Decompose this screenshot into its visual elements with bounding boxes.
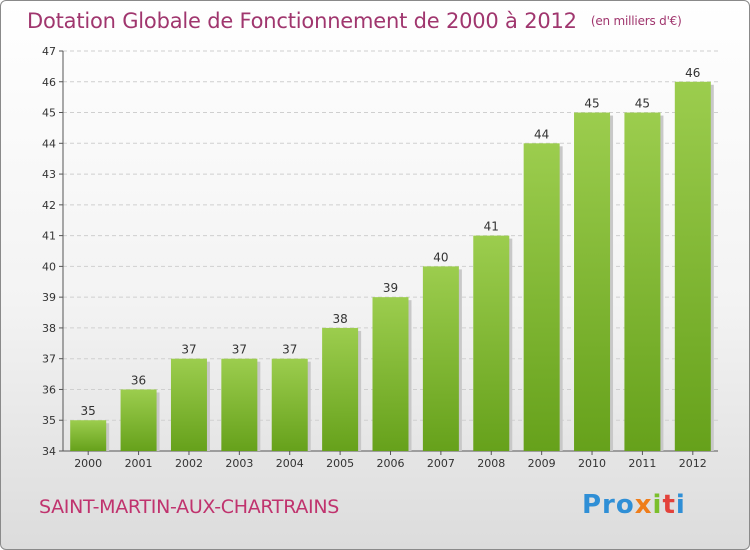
bar-value-label: 35 — [81, 404, 96, 418]
y-tick-label: 39 — [42, 291, 56, 304]
proxiti-logo: Proxiti — [582, 490, 686, 520]
x-tick-label: 2001 — [125, 457, 153, 470]
bar-value-label: 46 — [685, 66, 700, 80]
bar — [322, 327, 359, 451]
x-tick-label: 2003 — [225, 457, 253, 470]
y-tick-label: 34 — [42, 445, 56, 458]
logo-letter-t: t — [662, 490, 676, 520]
y-tick-label: 47 — [42, 45, 56, 58]
logo-letter-i: i — [652, 490, 663, 520]
bar-value-label: 37 — [282, 343, 297, 357]
bar-value-label: 40 — [433, 250, 448, 264]
y-tick-label: 45 — [42, 107, 56, 120]
bar-value-label: 37 — [181, 343, 196, 357]
bar-value-label: 45 — [584, 97, 599, 111]
bar — [523, 143, 560, 452]
x-tick-label: 2006 — [377, 457, 405, 470]
bar — [120, 389, 157, 451]
x-tick-label: 2012 — [679, 457, 707, 470]
y-tick-label: 40 — [42, 260, 56, 273]
bar-value-label: 39 — [383, 281, 398, 295]
city-name: SAINT-MARTIN-AUX-CHARTRAINS — [39, 496, 340, 518]
logo-letters-pro: Pro — [582, 490, 635, 520]
y-tick-label: 36 — [42, 383, 56, 396]
bar-value-label: 41 — [484, 220, 499, 234]
x-tick-label: 2000 — [74, 457, 102, 470]
chart-title: Dotation Globale de Fonctionnement de 20… — [27, 9, 682, 33]
x-tick-label: 2004 — [276, 457, 304, 470]
bar-value-label: 38 — [332, 312, 347, 326]
bar-value-label: 36 — [131, 373, 146, 387]
y-tick-label: 35 — [42, 414, 56, 427]
x-tick-label: 2002 — [175, 457, 203, 470]
bar — [422, 266, 459, 451]
bar-value-label: 44 — [534, 127, 549, 141]
x-tick-label: 2011 — [628, 457, 656, 470]
bar — [271, 358, 308, 451]
bar-value-label: 37 — [232, 343, 247, 357]
y-tick-label: 44 — [42, 137, 56, 150]
x-tick-label: 2009 — [528, 457, 556, 470]
title-text: Dotation Globale de Fonctionnement de 20… — [27, 9, 577, 33]
bar — [674, 81, 711, 452]
bar — [170, 358, 207, 451]
bar — [70, 420, 107, 451]
x-tick-label: 2008 — [477, 457, 505, 470]
y-tick-label: 41 — [42, 230, 56, 243]
x-tick-label: 2007 — [427, 457, 455, 470]
y-tick-label: 43 — [42, 168, 56, 181]
y-tick-label: 37 — [42, 353, 56, 366]
bar — [574, 112, 611, 452]
y-tick-label: 46 — [42, 76, 56, 89]
x-tick-label: 2010 — [578, 457, 606, 470]
logo-letter-i2: i — [675, 490, 686, 520]
bar — [221, 358, 258, 451]
logo-letter-x: x — [634, 490, 653, 520]
y-tick-label: 42 — [42, 199, 56, 212]
bar — [473, 235, 510, 451]
x-tick-label: 2005 — [326, 457, 354, 470]
unit-label: (en milliers d'€) — [590, 14, 682, 28]
bar — [372, 297, 409, 451]
bar — [624, 112, 661, 452]
y-tick-label: 38 — [42, 322, 56, 335]
bar-value-label: 45 — [635, 97, 650, 111]
